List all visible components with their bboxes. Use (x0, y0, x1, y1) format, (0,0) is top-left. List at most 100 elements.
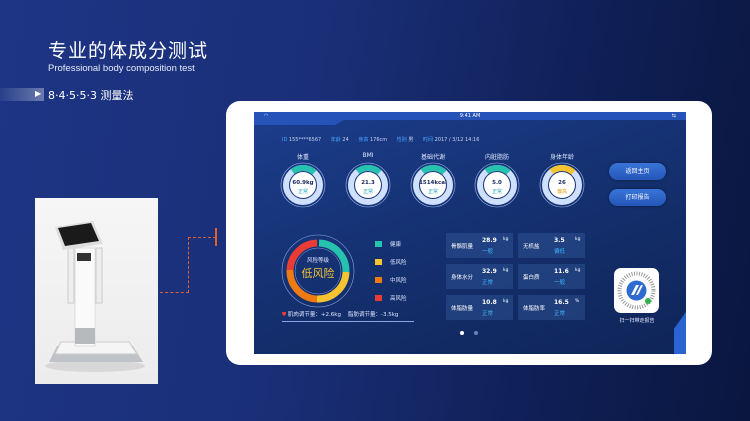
legend-item: 中风险 (375, 276, 407, 284)
metric-status: 一般 (482, 249, 494, 255)
gender-value: 男 (408, 137, 414, 143)
gauge-label: 基础代谢 (420, 154, 445, 161)
gauge-label: 身体年龄 (549, 154, 574, 161)
metric-value: 28.9 (482, 237, 497, 244)
gauge-status: 正常 (362, 189, 373, 195)
metric-status: 偏低 (554, 249, 566, 255)
gauge-value: 60.9kg (292, 180, 314, 186)
metric-card: 骨骼肌量 28.9 kg 一般 (446, 233, 513, 258)
play-triangle-icon: ▶ (35, 89, 42, 98)
gauge-0: 体重 60.9kg 正常 (278, 152, 328, 208)
metric-name: 体脂肪量 (451, 306, 474, 312)
metric-card: 无机盐 3.5 kg 偏低 (518, 233, 585, 258)
return-home-button[interactable]: 返回主页 (609, 163, 666, 180)
gauge-ring (474, 162, 520, 208)
corner-accent (674, 312, 686, 354)
gauge-1: BMI 21.3 正常 (343, 152, 393, 208)
gauge-ring (539, 162, 585, 208)
user-info: ID 155****6567 年龄 24 身高 176cm 性别 男 时间 20… (282, 136, 479, 143)
device-photo (35, 198, 158, 384)
connector-line (188, 237, 189, 293)
fat-value: -3.5kg (380, 312, 399, 318)
gauge-status: 正常 (427, 189, 438, 195)
metric-value: 3.5 (554, 237, 565, 244)
legend-swatch (375, 241, 382, 247)
header-accent (254, 120, 344, 125)
legend-item: 健康 (375, 240, 401, 248)
legend-swatch (375, 295, 382, 301)
muscle-value: +2.6kg (320, 312, 341, 318)
gauge-ring (410, 162, 456, 208)
metric-name: 骨骼肌量 (451, 244, 474, 250)
gauge-value: 21.3 (361, 180, 375, 186)
status-time: 9:41 AM (459, 113, 481, 119)
height-label: 身高 (358, 137, 369, 143)
metric-unit: kg (503, 237, 509, 242)
metric-name: 无机盐 (523, 244, 540, 250)
gauge-label: 体重 (296, 154, 309, 161)
time-label: 时间 (422, 137, 433, 143)
metric-card: 蛋白质 11.6 kg 一般 (518, 264, 585, 289)
metric-name: 身体水分 (451, 275, 474, 281)
qr-code[interactable] (614, 268, 659, 313)
metric-value: 10.8 (482, 299, 497, 306)
muscle-label: 肌肉调节量： (287, 312, 321, 318)
age-label: 年龄 (330, 137, 341, 143)
gauge-label: BMI (362, 152, 374, 159)
gauge-value: 26 (558, 180, 566, 186)
metric-unit: kg (575, 268, 581, 273)
time-value: 2017 / 3/12 14:16 (434, 137, 480, 143)
legend-swatch (375, 259, 382, 265)
metric-value: 32.9 (482, 268, 497, 275)
id-value: 155****6567 (288, 137, 322, 143)
gauge-2: 基础代谢 1514kcal 正常 (408, 152, 458, 208)
legend-item: 低风险 (375, 258, 407, 266)
slide-title: 专业的体成分测试 (48, 40, 209, 62)
metric-card: 体脂肪量 10.8 kg 正常 (446, 295, 513, 320)
risk-title: 风险等级 (306, 258, 329, 264)
gauge-ring (345, 162, 391, 208)
risk-donut: 风险等级 低风险 (280, 233, 356, 309)
metric-status: 正常 (482, 280, 494, 286)
gauge-value: 5.0 (492, 180, 502, 186)
gauge-4: 身体年龄 26 偏高 (537, 152, 587, 208)
connector-line (188, 237, 216, 238)
shield-icon: ⛊ (282, 312, 287, 318)
age-value: 24 (342, 137, 349, 143)
metric-name: 蛋白质 (523, 275, 540, 281)
gender-label: 性别 (396, 137, 407, 143)
legend-label: 中风险 (390, 278, 407, 284)
metric-status: 正常 (554, 311, 566, 317)
legend-label: 健康 (390, 242, 402, 248)
gauge-status: 正常 (491, 189, 502, 195)
metric-card: 身体水分 32.9 kg 正常 (446, 264, 513, 289)
legend-item: 高风险 (375, 294, 407, 302)
slide-subtitle: Professional body composition test (48, 63, 195, 74)
pager-dot-active[interactable] (460, 331, 464, 335)
risk-level: 低风险 (301, 267, 335, 280)
gauge-status: 偏高 (556, 189, 567, 195)
adjustment-row: ⛊ 肌肉调节量：+2.6kg 脂肪调节量：-3.5kg (282, 310, 414, 322)
gauge-3: 内脏脂肪 5.0 正常 (472, 152, 522, 208)
metric-status: 正常 (482, 311, 494, 317)
usb-icon: ⇆ (671, 113, 676, 119)
connector-marker (215, 228, 217, 246)
metric-unit: % (575, 299, 580, 304)
metric-unit: kg (503, 299, 509, 304)
print-report-button[interactable]: 打印报告 (609, 189, 666, 206)
metric-name: 体脂肪率 (523, 306, 546, 312)
status-bar: ◠ 9:41 AM ⇆ (254, 112, 686, 120)
gauge-label: 内脏脂肪 (484, 154, 509, 161)
metric-value: 16.5 (554, 299, 569, 306)
method-bar (0, 88, 44, 101)
gauge-value: 1514kcal (419, 180, 447, 186)
metric-status: 一般 (554, 280, 566, 286)
legend-label: 低风险 (390, 260, 407, 266)
connector-line (160, 292, 189, 293)
metric-unit: kg (575, 237, 581, 242)
metric-value: 11.6 (554, 268, 569, 275)
pager-dot[interactable] (474, 331, 478, 335)
qr-caption: 扫一扫带走报告 (619, 318, 655, 324)
tablet-screen: ◠ 9:41 AM ⇆ ID 155****6567 年龄 24 身高 176c… (254, 112, 686, 354)
legend-label: 高风险 (390, 296, 407, 302)
